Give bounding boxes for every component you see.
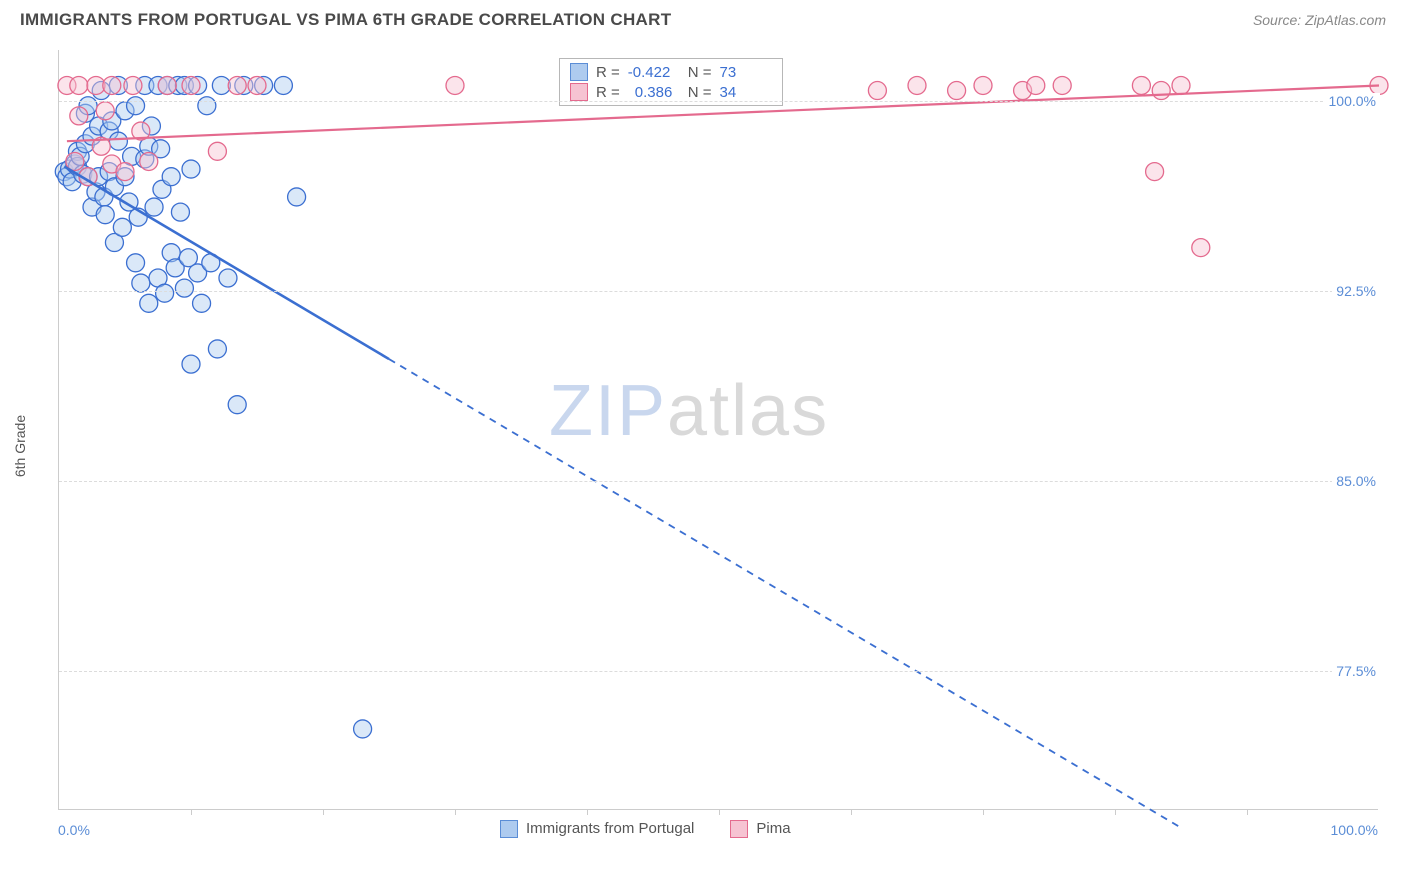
data-point — [156, 284, 174, 302]
x-tick — [1115, 809, 1116, 815]
data-point — [175, 279, 193, 297]
legend-r-label: R = — [596, 84, 620, 101]
data-point — [127, 254, 145, 272]
gridline — [59, 291, 1378, 292]
data-point — [908, 76, 926, 94]
data-point — [103, 76, 121, 94]
legend-r-label: R = — [596, 64, 620, 81]
data-point — [109, 132, 127, 150]
data-point — [446, 76, 464, 94]
x-tick — [191, 809, 192, 815]
gridline — [59, 101, 1378, 102]
x-tick — [323, 809, 324, 815]
legend-n-value-series1: 73 — [720, 64, 772, 81]
legend-swatch-series2 — [570, 83, 588, 101]
data-point — [70, 107, 88, 125]
x-tick — [719, 809, 720, 815]
data-point — [1146, 163, 1164, 181]
data-point — [228, 396, 246, 414]
data-point — [198, 97, 216, 115]
gridline — [59, 671, 1378, 672]
legend-r-value-series1: -0.422 — [628, 64, 680, 81]
y-tick-label: 100.0% — [1325, 93, 1380, 109]
x-axis-min-label: 0.0% — [58, 822, 90, 838]
legend-n-label: N = — [688, 84, 712, 101]
data-point — [193, 294, 211, 312]
data-point — [1152, 82, 1170, 100]
x-tick — [455, 809, 456, 815]
data-point — [113, 218, 131, 236]
chart-svg — [59, 50, 1378, 809]
data-point — [228, 76, 246, 94]
data-point — [116, 163, 134, 181]
legend-n-label: N = — [688, 64, 712, 81]
data-point — [182, 355, 200, 373]
data-point — [1027, 76, 1045, 94]
data-point — [127, 97, 145, 115]
data-point — [274, 76, 292, 94]
data-point — [1053, 76, 1071, 94]
legend-n-value-series2: 34 — [720, 84, 772, 101]
data-point — [70, 76, 88, 94]
legend-swatch-icon — [500, 820, 518, 838]
x-tick — [851, 809, 852, 815]
legend-row-series1: R = -0.422 N = 73 — [570, 63, 772, 81]
data-point — [248, 76, 266, 94]
legend-swatch-series1 — [570, 63, 588, 81]
y-axis-title: 6th Grade — [12, 415, 28, 477]
legend-row-series2: R = 0.386 N = 34 — [570, 83, 772, 101]
series-legend: Immigrants from Portugal Pima — [500, 820, 791, 838]
correlation-legend: R = -0.422 N = 73 R = 0.386 N = 34 — [559, 58, 783, 106]
x-tick — [587, 809, 588, 815]
legend-item-label: Immigrants from Portugal — [526, 820, 694, 837]
data-point — [208, 142, 226, 160]
data-point — [1172, 76, 1190, 94]
regression-line-extrapolated — [389, 359, 1181, 828]
chart-title: IMMIGRANTS FROM PORTUGAL VS PIMA 6TH GRA… — [20, 10, 671, 30]
data-point — [948, 82, 966, 100]
data-point — [96, 102, 114, 120]
x-tick — [983, 809, 984, 815]
data-point — [868, 82, 886, 100]
data-point — [219, 269, 237, 287]
legend-r-value-series2: 0.386 — [628, 84, 680, 101]
chart-plot-area: R = -0.422 N = 73 R = 0.386 N = 34 ZIPat… — [58, 50, 1378, 810]
source-label: Source: ZipAtlas.com — [1253, 12, 1386, 28]
data-point — [1192, 239, 1210, 257]
data-point — [132, 274, 150, 292]
data-point — [208, 340, 226, 358]
legend-item-series2: Pima — [730, 820, 790, 838]
data-point — [354, 720, 372, 738]
y-tick-label: 85.0% — [1332, 473, 1380, 489]
legend-item-label: Pima — [756, 820, 790, 837]
regression-line — [64, 167, 389, 360]
data-point — [140, 294, 158, 312]
data-point — [162, 168, 180, 186]
x-axis-max-label: 100.0% — [1331, 822, 1378, 838]
data-point — [182, 160, 200, 178]
legend-swatch-icon — [730, 820, 748, 838]
data-point — [145, 198, 163, 216]
legend-item-series1: Immigrants from Portugal — [500, 820, 694, 838]
y-tick-label: 92.5% — [1332, 283, 1380, 299]
x-tick — [1247, 809, 1248, 815]
data-point — [171, 203, 189, 221]
data-point — [140, 152, 158, 170]
data-point — [182, 76, 200, 94]
data-point — [158, 76, 176, 94]
gridline — [59, 481, 1378, 482]
data-point — [288, 188, 306, 206]
y-tick-label: 77.5% — [1332, 663, 1380, 679]
data-point — [124, 76, 142, 94]
data-point — [96, 206, 114, 224]
data-point — [974, 76, 992, 94]
data-point — [1132, 76, 1150, 94]
